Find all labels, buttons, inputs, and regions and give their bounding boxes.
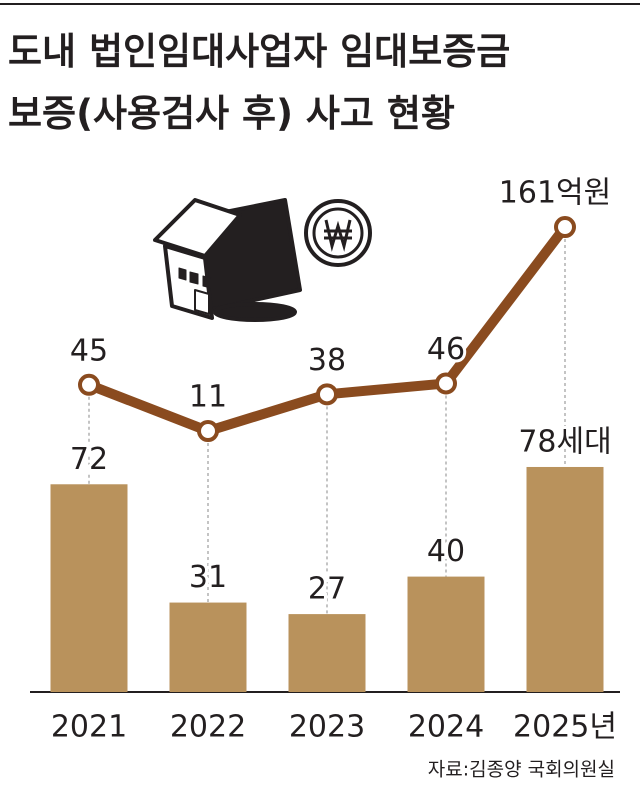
bar-value-label: 78세대 <box>518 424 611 459</box>
line-value-label: 38 <box>308 343 346 378</box>
bar <box>407 576 485 692</box>
bar-value-label: 31 <box>189 560 227 595</box>
line-marker <box>554 216 576 239</box>
bar-value-label: 40 <box>427 534 465 569</box>
x-tick-label: 2023 <box>289 710 365 745</box>
source: 자료:김종양 국회의원실 <box>428 759 615 781</box>
line-value-label: 45 <box>70 333 108 368</box>
x-tick-label: 2021 <box>51 710 127 745</box>
line-value-label: 161억원 <box>499 176 611 211</box>
chart-title: 보증(사용검사 후) 사고 현황 <box>8 92 455 135</box>
house-icon <box>153 198 302 322</box>
chart-title: 도내 법인임대사업자 임대보증금 <box>8 30 510 73</box>
won-coin-icon <box>304 199 372 267</box>
line-value-label: 46 <box>427 332 465 367</box>
bar <box>526 466 604 692</box>
bar <box>50 484 128 692</box>
line-value-label: 11 <box>189 380 227 415</box>
line-marker <box>435 372 457 395</box>
x-tick-label: 2022 <box>170 710 246 745</box>
x-tick-label: 2025년 <box>513 710 617 745</box>
line-marker <box>197 420 219 443</box>
bar <box>288 614 366 692</box>
line-marker <box>316 383 338 406</box>
x-tick-label: 2024 <box>408 710 484 745</box>
bar-value-label: 72 <box>70 442 108 477</box>
bar-value-label: 27 <box>308 572 346 607</box>
line-marker <box>78 373 100 396</box>
bar <box>169 602 247 692</box>
